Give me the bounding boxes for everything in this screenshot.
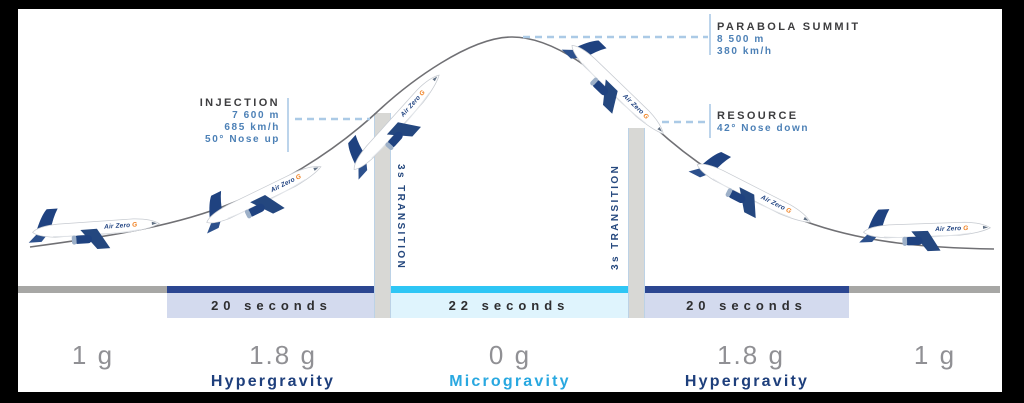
- duration-label: 20 seconds: [686, 298, 807, 313]
- duration-label: 22 seconds: [448, 298, 570, 313]
- airplane-icon: [192, 146, 331, 244]
- ground-bar-right: [849, 286, 1000, 293]
- annotation-altitude: 8 500 m: [717, 34, 765, 45]
- hypergravity-band-1: 20 seconds: [167, 293, 376, 318]
- phase-label-microgravity: Microgravity: [449, 373, 571, 390]
- annotation-title: PARABOLA SUMMIT: [717, 21, 861, 33]
- transition-pillar-left: [374, 113, 391, 318]
- duration-label: 20 seconds: [211, 298, 332, 313]
- annotation-speed: 380 km/h: [717, 46, 773, 57]
- gravity-value-hyper-1: 1.8 g: [249, 340, 317, 370]
- annotation-title: INJECTION: [199, 97, 280, 109]
- gravity-value-level-right: 1 g: [913, 340, 957, 370]
- hypergravity-band-2: 20 seconds: [644, 293, 849, 318]
- transition-label-right: 3s TRANSITION: [610, 163, 621, 271]
- airplane-icon: [26, 201, 162, 255]
- resource-annotation: RESOURCE 42° Nose down: [717, 110, 809, 135]
- annotation-speed: 685 km/h: [224, 122, 280, 133]
- parabola-summit-annotation: PARABOLA SUMMIT 8 500 m 380 km/h: [717, 21, 861, 58]
- airplane-icon: [683, 142, 821, 242]
- ground-bar-left: [18, 286, 167, 293]
- airplane-icon: [553, 26, 680, 150]
- phase-label-hypergravity-1: Hypergravity: [210, 373, 336, 390]
- annotation-attitude: 42° Nose down: [717, 123, 810, 134]
- airplane-icon: [857, 205, 992, 254]
- injection-annotation: INJECTION 7 600 m 685 km/h 50° Nose up: [200, 97, 280, 146]
- flight-path-curve: [29, 36, 995, 250]
- microgravity-bar: [390, 286, 628, 293]
- phase-label-hypergravity-2: Hypergravity: [684, 373, 810, 390]
- microgravity-band: 22 seconds: [390, 293, 628, 318]
- annotation-title: RESOURCE: [717, 110, 799, 122]
- gravity-value-micro: 0 g: [488, 340, 532, 370]
- hypergravity-bar-1: [167, 286, 376, 293]
- transition-pillar-right: [628, 128, 645, 318]
- annotation-attitude: 50° Nose up: [205, 134, 280, 145]
- hypergravity-bar-2: [644, 286, 849, 293]
- flight-path-svg: Air Zero G: [26, 14, 995, 255]
- annotation-altitude: 7 600 m: [232, 110, 280, 121]
- gravity-value-level-left: 1 g: [71, 340, 115, 370]
- diagram-canvas: 20 seconds 22 seconds 20 seconds 3s TRAN…: [18, 9, 1002, 392]
- gravity-value-hyper-2: 1.8 g: [717, 340, 785, 370]
- transition-label-left: 3s TRANSITION: [395, 163, 406, 271]
